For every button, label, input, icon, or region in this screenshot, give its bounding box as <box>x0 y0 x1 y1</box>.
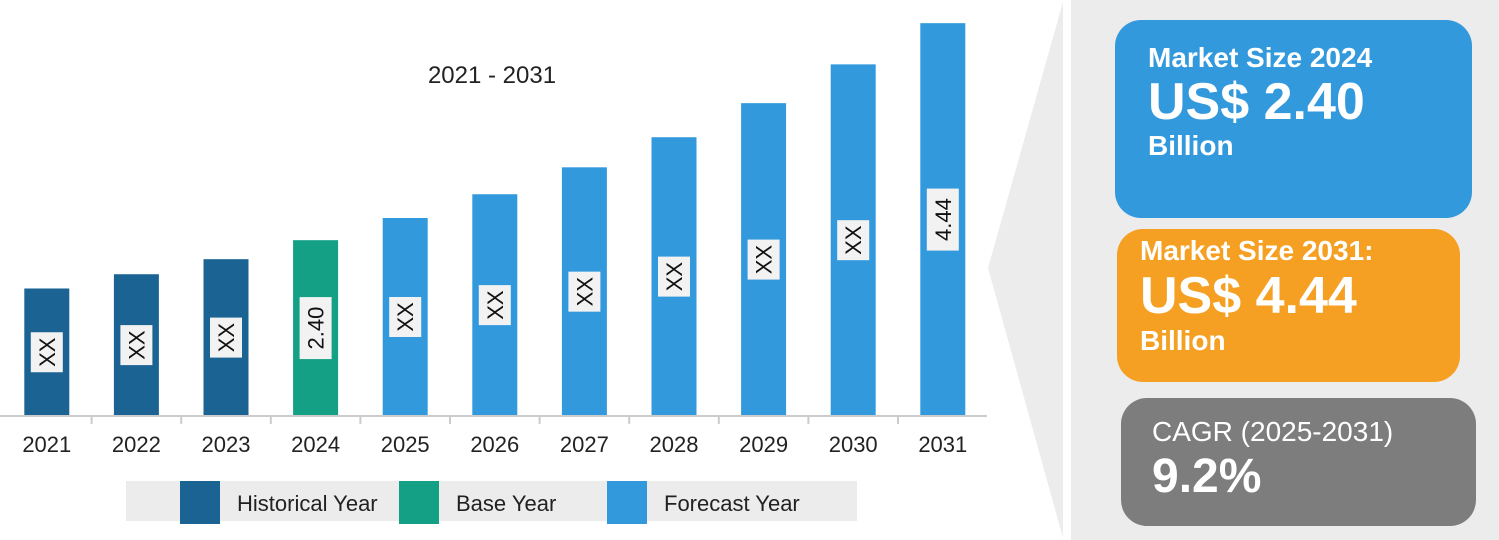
bar-label-bg-2028 <box>658 256 690 297</box>
market-size-2024-label: Market Size 2024 <box>1148 42 1373 73</box>
legend-label-historical: Historical Year <box>237 491 378 516</box>
bar-label-box-2023: XX <box>210 317 242 358</box>
x-tick-label-2025: 2025 <box>381 432 430 457</box>
bar-label-box-2024: 2.40 <box>299 297 332 360</box>
bar-label-2028: XX <box>662 262 687 292</box>
x-tick-label-2026: 2026 <box>470 432 519 457</box>
bar-label-box-2030: XX <box>837 220 870 261</box>
x-tick-label-2022: 2022 <box>112 432 161 457</box>
bar-label-2022: XX <box>124 330 149 360</box>
legend-swatch-historical <box>180 481 220 524</box>
x-tick-label-2029: 2029 <box>739 432 788 457</box>
bar-label-box-2026: XX <box>478 285 511 326</box>
market-size-2031-unit: Billion <box>1140 325 1226 356</box>
market-size-2024-value: US$ 2.40 <box>1148 73 1365 131</box>
bar-label-bg-2027 <box>568 271 601 312</box>
bar-label-2031: 4.44 <box>931 198 956 241</box>
bar-label-bg-2029 <box>747 239 780 280</box>
legend-label-base: Base Year <box>456 491 556 516</box>
bar-label-2030: XX <box>841 225 866 255</box>
x-tick-label-2024: 2024 <box>291 432 340 457</box>
chart-legend: Historical Year Base Year Forecast Year <box>126 481 857 524</box>
legend-label-forecast: Forecast Year <box>664 491 800 516</box>
cagr-value: 9.2% <box>1152 450 1262 503</box>
market-size-bar-chart: 2021 - 2031 XX XX XX 2.40 XX XX XX XX XX XX 4.44 2… <box>0 23 987 524</box>
bar-label-2024: 2.40 <box>304 307 329 350</box>
bar-label-2025: XX <box>393 302 418 332</box>
cagr-card: CAGR (2025-2031) 9.2% <box>1121 398 1476 526</box>
bar-label-2029: XX <box>752 245 777 275</box>
x-tick-label-2023: 2023 <box>202 432 251 457</box>
bar-label-bg-2021 <box>30 332 63 373</box>
x-tick-label-2031: 2031 <box>918 432 967 457</box>
market-size-2031-card: Market Size 2031: US$ 4.44 Billion <box>1117 229 1460 382</box>
x-tick-label-2021: 2021 <box>22 432 71 457</box>
cagr-label: CAGR (2025-2031) <box>1152 416 1394 447</box>
bar-label-bg-2025 <box>389 297 422 337</box>
x-tick-label-2030: 2030 <box>829 432 878 457</box>
market-size-2024-card: Market Size 2024 US$ 2.40 Billion <box>1115 20 1472 218</box>
chart-title: 2021 - 2031 <box>428 62 556 89</box>
market-size-2024-unit: Billion <box>1148 130 1234 161</box>
legend-swatch-base <box>399 481 439 524</box>
bar-label-2021: XX <box>35 337 60 367</box>
bar-label-box-2025: XX <box>389 297 422 337</box>
bar-label-bg-2022 <box>120 325 153 366</box>
x-tick-label-2027: 2027 <box>560 432 609 457</box>
bar-label-box-2031: 4.44 <box>926 188 959 251</box>
bar-label-bg-2024 <box>299 297 332 360</box>
legend-swatch-forecast <box>607 481 647 524</box>
bar-label-box-2027: XX <box>568 271 601 312</box>
bar-label-bg-2023 <box>210 317 242 358</box>
bar-label-box-2029: XX <box>747 239 780 280</box>
bar-label-bg-2030 <box>837 220 870 261</box>
market-size-2031-label: Market Size 2031: <box>1140 235 1374 266</box>
bar-label-bg-2026 <box>478 285 511 326</box>
bar-label-2027: XX <box>572 277 597 307</box>
x-tick-label-2028: 2028 <box>650 432 699 457</box>
bar-label-box-2022: XX <box>120 325 153 366</box>
bar-label-bg-2031 <box>926 188 959 251</box>
legend-background <box>126 481 857 521</box>
bar-label-box-2021: XX <box>30 332 63 373</box>
bar-label-2023: XX <box>214 323 239 353</box>
market-size-2031-value: US$ 4.44 <box>1140 267 1357 325</box>
bar-label-box-2028: XX <box>658 256 690 297</box>
bar-label-2026: XX <box>483 290 508 320</box>
